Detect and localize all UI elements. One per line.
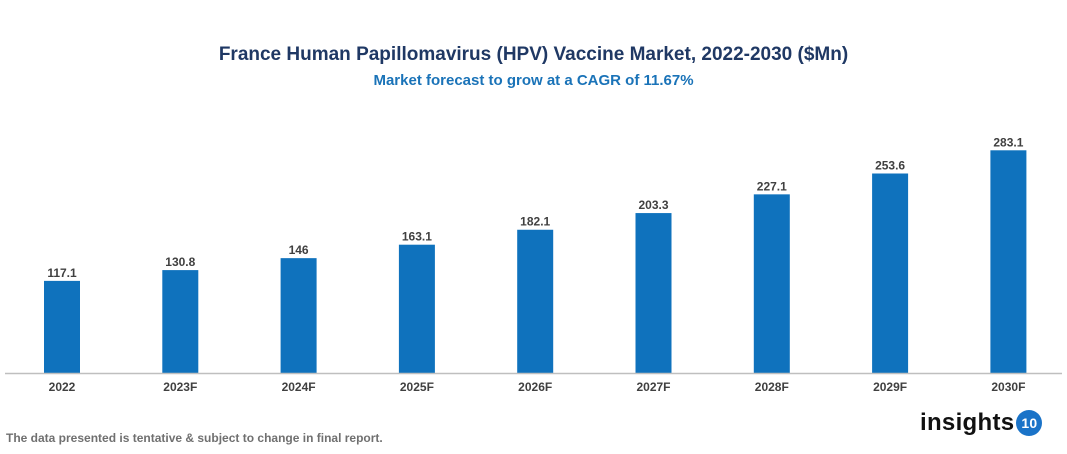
bar-2025F — [398, 244, 435, 373]
x-tick-label: 2027F — [636, 380, 670, 394]
x-tick-label: 2028F — [755, 380, 789, 394]
bar-2024F — [280, 258, 317, 373]
data-label: 182.1 — [520, 215, 550, 229]
insights10-logo: insights 10 — [920, 409, 1043, 437]
data-label: 146 — [289, 243, 309, 257]
x-tick-label: 2022 — [49, 380, 76, 394]
x-tick-label: 2026F — [518, 380, 552, 394]
chart-title: France Human Papillomavirus (HPV) Vaccin… — [218, 44, 849, 65]
data-label: 130.8 — [165, 255, 195, 269]
bar-2023F — [162, 270, 199, 373]
data-label: 253.6 — [875, 159, 905, 173]
x-tick-label: 2025F — [400, 380, 434, 394]
data-label: 117.1 — [47, 266, 77, 280]
bar-2028F — [753, 194, 790, 373]
data-label: 227.1 — [757, 179, 787, 193]
bar-2026F — [517, 229, 554, 373]
x-tick-label: 2030F — [991, 380, 1025, 394]
x-tick-label: 2029F — [873, 380, 907, 394]
x-tick-label: 2023F — [163, 380, 197, 394]
bar-2029F — [872, 173, 909, 373]
bar-2022 — [44, 280, 80, 373]
chart-subtitle: Market forecast to grow at a CAGR of 11.… — [373, 72, 694, 89]
data-label: 163.1 — [402, 230, 432, 244]
footnote: The data presented is tentative & subjec… — [6, 431, 383, 445]
logo-text: insights — [920, 409, 1015, 436]
x-tick-label: 2024F — [282, 380, 316, 394]
bar-2027F — [635, 213, 672, 373]
bar-2030F — [990, 150, 1027, 373]
logo-badge: 10 — [1016, 410, 1043, 436]
data-label: 283.1 — [993, 135, 1023, 149]
data-label: 203.3 — [638, 198, 668, 212]
